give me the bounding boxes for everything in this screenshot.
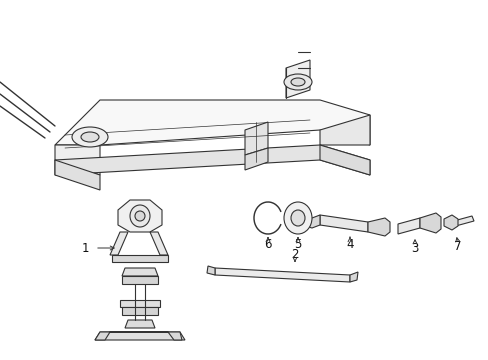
Text: 3: 3 [410,242,418,255]
Polygon shape [95,332,184,340]
Text: 2: 2 [291,248,298,261]
Text: 6: 6 [264,238,271,252]
Polygon shape [319,145,369,175]
Polygon shape [367,218,389,236]
Polygon shape [120,300,160,307]
Ellipse shape [290,78,305,86]
Ellipse shape [284,202,311,234]
Text: 4: 4 [346,238,353,251]
Polygon shape [443,215,457,230]
Polygon shape [122,307,158,315]
Ellipse shape [130,205,150,227]
Polygon shape [302,215,319,228]
Polygon shape [55,145,369,175]
Polygon shape [319,115,369,145]
Polygon shape [150,232,168,255]
Polygon shape [125,320,155,328]
Polygon shape [419,213,440,233]
Polygon shape [95,332,182,340]
Polygon shape [244,148,267,170]
Polygon shape [397,218,419,234]
Ellipse shape [72,127,108,147]
Polygon shape [349,272,357,282]
Polygon shape [206,266,215,275]
Polygon shape [449,216,473,227]
Ellipse shape [290,210,305,226]
Polygon shape [55,100,369,145]
Polygon shape [55,160,100,190]
Polygon shape [55,145,100,175]
Text: 7: 7 [453,240,461,253]
Polygon shape [244,122,267,155]
Polygon shape [285,60,309,98]
Ellipse shape [284,74,311,90]
Polygon shape [110,232,128,255]
Polygon shape [122,268,158,276]
Ellipse shape [135,211,145,221]
Text: 1: 1 [81,242,88,255]
Text: 5: 5 [294,238,301,252]
Polygon shape [319,215,367,232]
Polygon shape [122,276,158,284]
Ellipse shape [81,132,99,142]
Polygon shape [118,200,162,232]
Polygon shape [215,268,349,282]
Polygon shape [112,255,168,262]
